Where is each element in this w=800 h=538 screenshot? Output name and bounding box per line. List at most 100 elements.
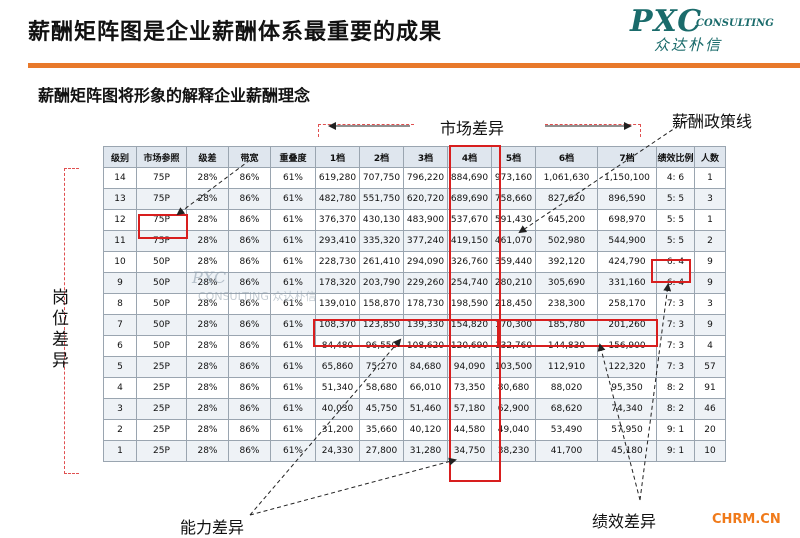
table-cell: 86% xyxy=(228,440,271,462)
table-cell: 6: 4 xyxy=(656,251,695,273)
table-row: 14 75P 28% 86% 61% 619,280 707,750 796,220 884,6… xyxy=(103,167,726,189)
table-cell: 4 xyxy=(103,377,137,399)
table-cell: 86% xyxy=(228,335,271,357)
page-title: 薪酬矩阵图是企业薪酬体系最重要的成果 xyxy=(28,20,443,45)
table-cell: 9: 1 xyxy=(656,440,695,462)
column-header: 7档 xyxy=(597,146,657,168)
arrow-performance-row xyxy=(597,343,641,501)
table-cell: 1 xyxy=(694,209,726,231)
table-cell: 5: 5 xyxy=(656,230,695,252)
table-cell: 86% xyxy=(228,419,271,441)
table-cell: 3 xyxy=(694,293,726,315)
table-cell: 20 xyxy=(694,419,726,441)
table-cell: 10 xyxy=(103,251,137,273)
table-cell: 1,061,630 xyxy=(535,167,598,189)
ability-diff-label: 能力差异 xyxy=(180,518,245,537)
table-cell: 25P xyxy=(136,419,187,441)
position-bracket xyxy=(64,168,79,474)
table-cell: 178,730 xyxy=(403,293,448,315)
table-cell: 38,230 xyxy=(491,440,536,462)
arrow-ability-col4 xyxy=(249,457,457,516)
logo-chinese: 众达朴信 xyxy=(654,36,723,54)
table-cell: 707,750 xyxy=(359,167,404,189)
table-cell: 31,280 xyxy=(403,440,448,462)
table-cell: 896,590 xyxy=(597,188,657,210)
column-header: 级差 xyxy=(186,146,229,168)
table-cell: 91 xyxy=(694,377,726,399)
table-cell: 7: 3 xyxy=(656,335,695,357)
table-cell: 218,450 xyxy=(491,293,536,315)
table-cell: 86% xyxy=(228,398,271,420)
table-row: 13 75P 28% 86% 61% 482,780 551,750 620,720 689,6… xyxy=(103,188,726,210)
table-cell: 28% xyxy=(186,398,229,420)
header-divider xyxy=(28,63,800,68)
table-header-row: 级别 市场参照 级差 带宽 重叠度 1档 2档 3档 4档 5档 6档 7档 绩效比例 人数 xyxy=(103,146,726,168)
table-cell: 1 xyxy=(103,440,137,462)
table-cell: 28% xyxy=(186,419,229,441)
market-diff-label: 市场差异 xyxy=(440,119,505,138)
table-cell: 3 xyxy=(103,398,137,420)
table-cell: 4 xyxy=(694,335,726,357)
table-cell: 7: 3 xyxy=(656,356,695,378)
table-cell: 28% xyxy=(186,209,229,231)
column-header: 市场参照 xyxy=(136,146,187,168)
table-cell: 238,300 xyxy=(535,293,598,315)
table-row: 4 25P 28% 86% 61% 51,340 58,680 66,010 73,350 80,… xyxy=(103,377,726,399)
table-cell: 61% xyxy=(270,230,316,252)
table-cell: 178,320 xyxy=(315,272,360,294)
table-cell: 228,730 xyxy=(315,251,360,273)
table-row: 9 50P 28% 86% 61% 178,320 203,790 229,260 254,74… xyxy=(103,272,726,294)
market-bracket-left xyxy=(318,124,414,137)
table-cell: 61% xyxy=(270,188,316,210)
table-cell: 7 xyxy=(103,314,137,336)
table-cell: 86% xyxy=(228,377,271,399)
table-cell: 758,660 xyxy=(491,188,536,210)
table-cell: 12 xyxy=(103,209,137,231)
table-cell: 2 xyxy=(103,419,137,441)
table-cell: 645,200 xyxy=(535,209,598,231)
table-cell: 75,270 xyxy=(359,356,404,378)
table-cell: 28% xyxy=(186,188,229,210)
table-cell: 973,160 xyxy=(491,167,536,189)
table-cell: 61% xyxy=(270,356,316,378)
column-header: 5档 xyxy=(491,146,536,168)
table-cell: 41,700 xyxy=(535,440,598,462)
column-header: 绩效比例 xyxy=(656,146,695,168)
table-cell: 45,750 xyxy=(359,398,404,420)
table-cell: 44,580 xyxy=(447,419,492,441)
highlight-market-ref xyxy=(138,214,188,239)
table-row: 2 25P 28% 86% 61% 31,200 35,660 40,120 44,580 49,… xyxy=(103,419,726,441)
table-cell: 53,490 xyxy=(535,419,598,441)
table-cell: 28% xyxy=(186,251,229,273)
section-subtitle: 薪酬矩阵图将形象的解释企业薪酬理念 xyxy=(38,86,311,105)
table-cell: 294,090 xyxy=(403,251,448,273)
table-cell: 65,860 xyxy=(315,356,360,378)
column-header: 带宽 xyxy=(228,146,271,168)
table-cell: 158,870 xyxy=(359,293,404,315)
table-cell: 86% xyxy=(228,356,271,378)
table-cell: 46 xyxy=(694,398,726,420)
table-cell: 139,010 xyxy=(315,293,360,315)
table-cell: 13 xyxy=(103,188,137,210)
table-cell: 40,030 xyxy=(315,398,360,420)
table-cell: 68,620 xyxy=(535,398,598,420)
table-row: 5 25P 28% 86% 61% 65,860 75,270 84,680 94,090 103… xyxy=(103,356,726,378)
table-cell: 57 xyxy=(694,356,726,378)
table-cell: 28% xyxy=(186,230,229,252)
table-row: 11 75P 28% 86% 61% 293,410 335,320 377,240 419,1… xyxy=(103,230,726,252)
table-cell: 544,900 xyxy=(597,230,657,252)
table-cell: 2 xyxy=(694,230,726,252)
table-cell: 88,020 xyxy=(535,377,598,399)
table-cell: 359,440 xyxy=(491,251,536,273)
table-cell: 75P xyxy=(136,230,187,252)
table-row: 1 25P 28% 86% 61% 24,330 27,800 31,280 34,750 38,… xyxy=(103,440,726,462)
table-cell: 28% xyxy=(186,314,229,336)
table-cell: 86% xyxy=(228,251,271,273)
table-cell: 5: 5 xyxy=(656,209,695,231)
table-cell: 28% xyxy=(186,335,229,357)
market-bracket-right xyxy=(545,124,641,137)
table-cell: 61% xyxy=(270,377,316,399)
table-cell: 551,750 xyxy=(359,188,404,210)
table-cell: 73,350 xyxy=(447,377,492,399)
